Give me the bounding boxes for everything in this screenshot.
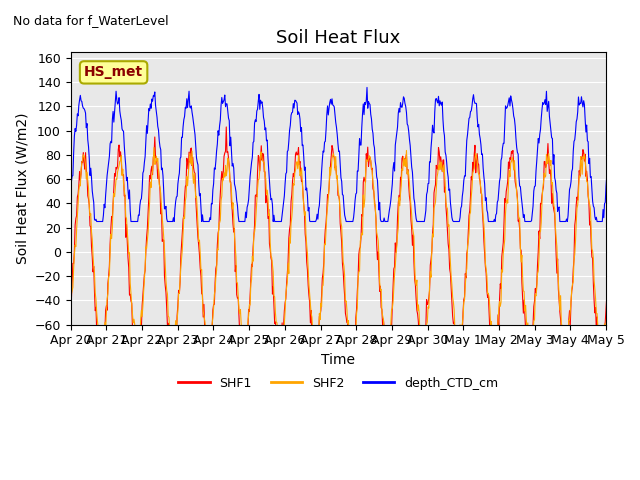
depth_CTD_cm: [268, 196, 276, 202]
Line: depth_CTD_cm: depth_CTD_cm: [70, 87, 640, 221]
depth_CTD_cm: [289, 101, 297, 107]
SHF1: [638, 293, 640, 299]
SHF1: [289, 171, 297, 177]
depth_CTD_cm: [239, 218, 247, 224]
SHF2: [134, 343, 141, 349]
SHF2: [638, 321, 640, 326]
SHF2: [150, 144, 158, 150]
depth_CTD_cm: [134, 212, 142, 218]
Text: HS_met: HS_met: [84, 65, 143, 79]
Line: SHF1: SHF1: [70, 127, 640, 364]
SHF1: [449, 313, 456, 319]
SHF2: [239, 330, 247, 336]
depth_CTD_cm: [67, 182, 74, 188]
depth_CTD_cm: [363, 84, 371, 90]
SHF2: [455, 353, 463, 359]
SHF1: [67, 302, 74, 308]
depth_CTD_cm: [417, 218, 424, 224]
SHF2: [67, 315, 74, 321]
SHF1: [223, 124, 230, 130]
SHF1: [417, 361, 425, 367]
SHF2: [289, 181, 297, 187]
depth_CTD_cm: [449, 217, 456, 223]
SHF2: [416, 330, 424, 336]
SHF1: [134, 344, 141, 349]
SHF2: [448, 282, 456, 288]
Line: SHF2: SHF2: [70, 147, 640, 356]
SHF1: [268, 258, 276, 264]
SHF1: [416, 342, 424, 348]
Text: No data for f_WaterLevel: No data for f_WaterLevel: [13, 14, 168, 27]
SHF2: [268, 254, 276, 260]
Legend: SHF1, SHF2, depth_CTD_cm: SHF1, SHF2, depth_CTD_cm: [173, 372, 504, 395]
Title: Soil Heat Flux: Soil Heat Flux: [276, 29, 401, 48]
depth_CTD_cm: [93, 218, 100, 224]
depth_CTD_cm: [638, 183, 640, 189]
SHF1: [239, 346, 247, 351]
X-axis label: Time: Time: [321, 353, 355, 367]
Y-axis label: Soil Heat Flux (W/m2): Soil Heat Flux (W/m2): [15, 112, 29, 264]
